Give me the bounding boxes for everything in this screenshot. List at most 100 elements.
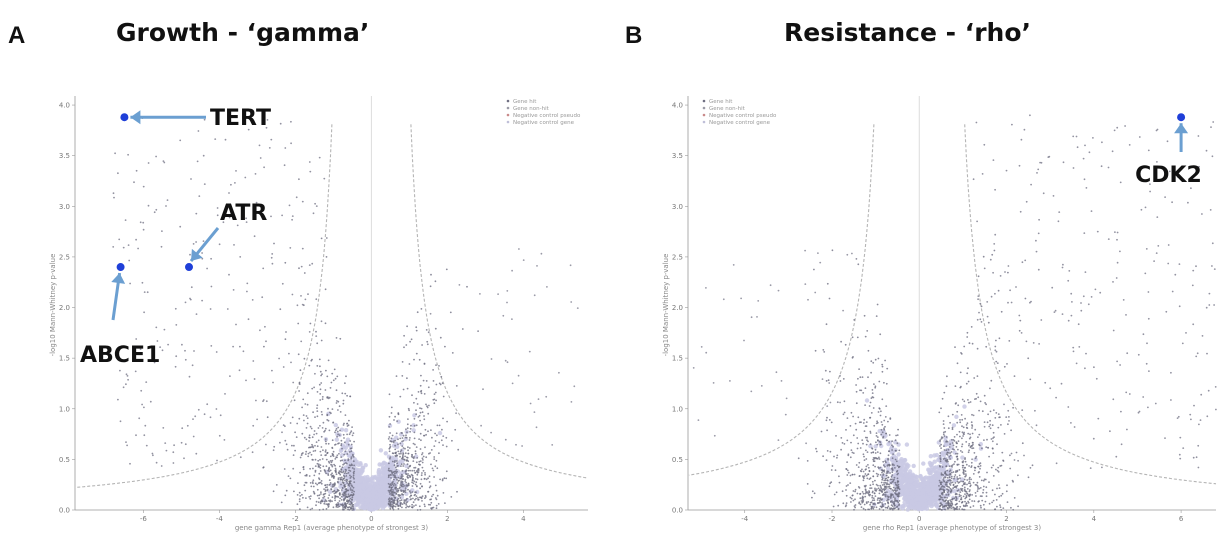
gene-point [1147,149,1150,152]
gene-point [440,439,443,442]
gene-point [988,455,990,458]
gene-point [943,505,946,508]
gene-point [289,247,292,249]
gene-point [413,505,415,507]
gene-point [973,377,976,379]
gene-point [149,400,152,403]
gene-point [343,472,346,475]
gene-point [397,489,400,492]
gene-point [329,499,332,502]
gene-point [246,282,249,285]
gene-point [175,324,178,326]
gene-point [947,415,950,418]
gene-point [435,383,438,386]
gene-point [307,293,309,295]
gene-point [310,359,313,362]
y-tick-label: 3.5 [59,152,70,160]
gene-point [433,445,436,447]
gene-point [867,349,870,352]
gene-point [894,499,897,502]
gene-point [432,469,435,472]
gene-point [941,506,944,508]
gene-point [342,433,345,436]
control-point [373,482,378,487]
gene-point [308,161,311,163]
gene-point [1000,464,1003,467]
gene-point [117,172,119,175]
gene-point [437,503,440,505]
gene-point [436,424,439,427]
gene-point [324,322,327,325]
gene-point [1061,266,1064,269]
gene-point [435,459,438,462]
gene-point [1002,459,1004,462]
gene-point [1031,464,1034,467]
gene-point [971,458,973,461]
gene-point [874,465,876,468]
gene-point [147,162,150,164]
gene-point [336,488,339,491]
gene-point [954,346,956,348]
gene-point [1090,296,1093,298]
gene-point [962,433,965,435]
gene-point [960,480,962,483]
gene-point [968,342,971,345]
gene-point [399,502,402,505]
gene-point [330,463,332,466]
gene-point [334,443,337,446]
gene-point [1092,137,1094,139]
gene-point [947,504,949,507]
gene-point [389,443,391,446]
gene-point [974,469,976,472]
gene-point [409,430,411,433]
gene-point [392,471,395,474]
gene-point [326,419,329,421]
gene-point [971,427,973,429]
gene-point [209,308,212,310]
gene-point [415,478,417,480]
gene-point [1076,146,1079,149]
gene-point [991,501,993,504]
gene-point [965,382,968,385]
gene-point [318,497,320,500]
gene-point [350,443,353,446]
gene-point [1084,271,1087,273]
gene-point [877,473,880,476]
gene-point [1190,418,1192,421]
gene-point [1023,454,1025,457]
gene-point [406,387,409,390]
gene-point [301,406,303,409]
gene-point [1192,323,1195,326]
gene-point [986,301,989,303]
gene-point [112,192,115,195]
gene-point [896,505,899,508]
gene-point [1011,479,1014,482]
gene-point [415,326,418,329]
gene-point [402,491,405,493]
gene-point [416,473,419,476]
gene-point [951,428,954,431]
gene-point [430,463,432,466]
gene-point [1070,422,1072,424]
gene-point [405,472,407,475]
gene-point [1009,467,1012,470]
control-point [919,491,924,496]
gene-point [411,481,413,484]
gene-point [864,508,867,511]
gene-point [402,489,404,492]
gene-point [950,505,953,507]
gene-point [850,441,852,444]
control-point [354,467,359,472]
control-point [354,494,359,499]
gene-point [995,360,998,363]
control-point [928,462,934,468]
gene-point [117,398,119,401]
gene-point [942,489,945,491]
gene-point [872,502,875,505]
gene-point [1197,444,1200,447]
gene-point [955,486,958,489]
gene-point [881,491,884,493]
gene-point [1178,263,1181,265]
gene-point [1107,166,1110,169]
gene-point [346,500,348,503]
